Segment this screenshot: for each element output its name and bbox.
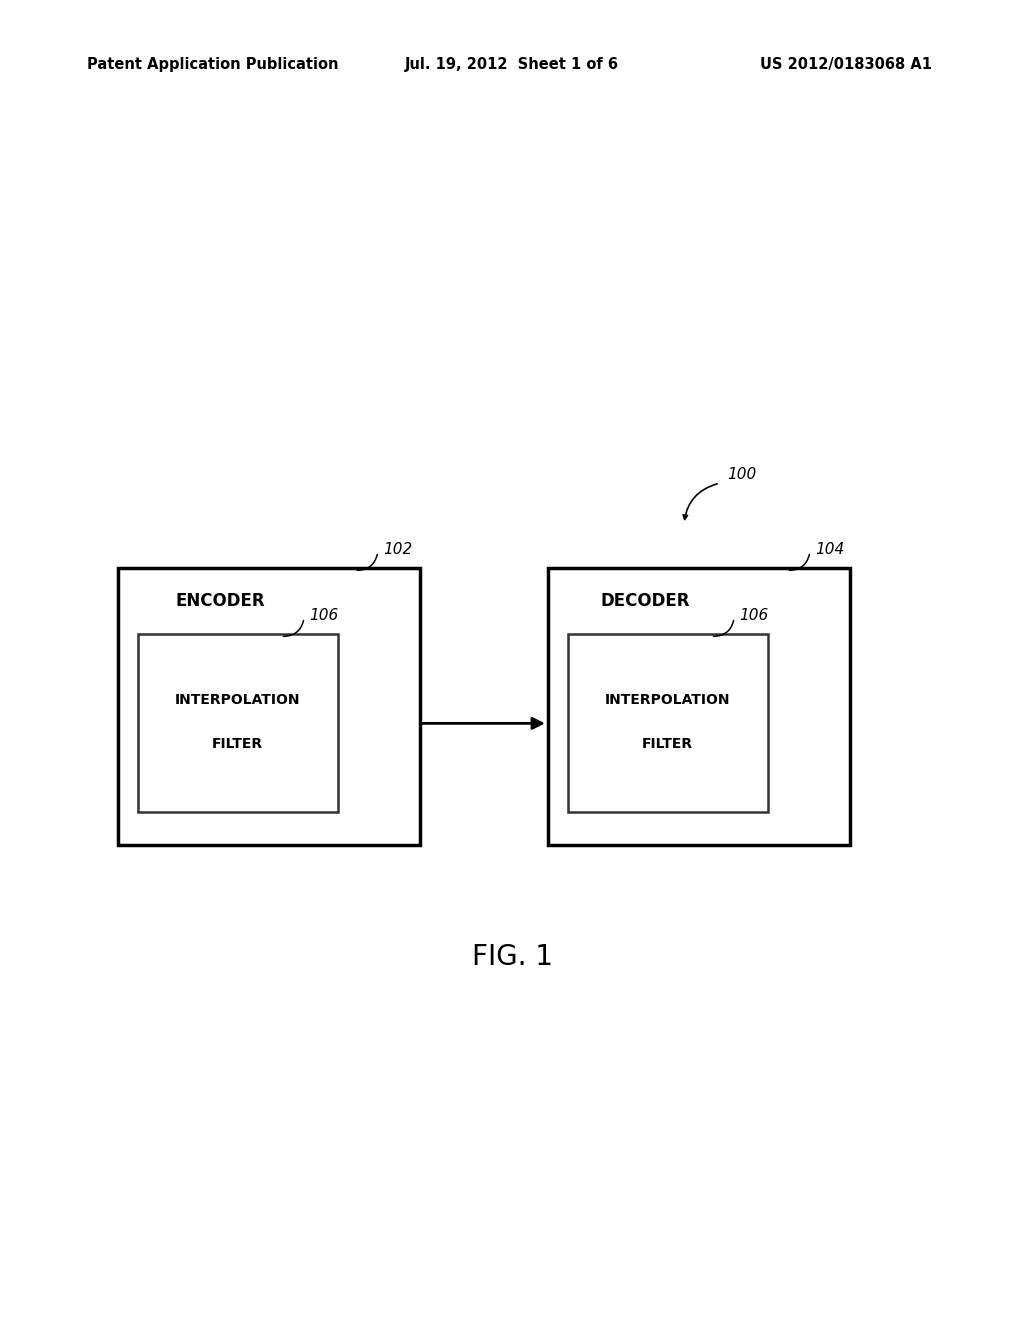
Bar bbox=[568, 634, 768, 812]
Bar bbox=[548, 568, 850, 845]
Bar bbox=[138, 634, 338, 812]
Text: 102: 102 bbox=[383, 543, 413, 557]
Bar bbox=[118, 568, 420, 845]
Text: ENCODER: ENCODER bbox=[175, 591, 265, 610]
Text: 106: 106 bbox=[309, 609, 339, 623]
Text: Patent Application Publication: Patent Application Publication bbox=[87, 57, 339, 71]
Text: INTERPOLATION: INTERPOLATION bbox=[175, 693, 300, 706]
Text: 106: 106 bbox=[739, 609, 769, 623]
Text: Jul. 19, 2012  Sheet 1 of 6: Jul. 19, 2012 Sheet 1 of 6 bbox=[406, 57, 618, 71]
Text: 100: 100 bbox=[727, 467, 757, 482]
Text: US 2012/0183068 A1: US 2012/0183068 A1 bbox=[760, 57, 932, 71]
Text: DECODER: DECODER bbox=[600, 591, 690, 610]
Text: FILTER: FILTER bbox=[642, 738, 693, 751]
Text: FIG. 1: FIG. 1 bbox=[471, 942, 553, 972]
Text: 104: 104 bbox=[815, 543, 845, 557]
Text: INTERPOLATION: INTERPOLATION bbox=[605, 693, 730, 706]
Text: FILTER: FILTER bbox=[212, 738, 263, 751]
